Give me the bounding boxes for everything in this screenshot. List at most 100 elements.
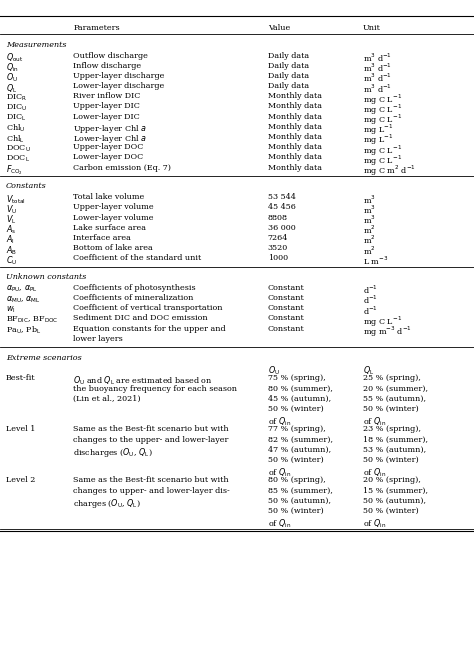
Text: 50 % (winter): 50 % (winter) — [363, 456, 419, 464]
Text: m$^3$ d$^{-1}$: m$^3$ d$^{-1}$ — [363, 72, 392, 84]
Text: DOC$_\mathrm{L}$: DOC$_\mathrm{L}$ — [6, 153, 30, 164]
Text: discharges ($O_\mathrm{U}$, $Q_\mathrm{L}$): discharges ($O_\mathrm{U}$, $Q_\mathrm{L… — [73, 446, 153, 459]
Text: Upper-layer volume: Upper-layer volume — [73, 203, 154, 211]
Text: Monthly data: Monthly data — [268, 153, 322, 161]
Text: Upper-layer DOC: Upper-layer DOC — [73, 143, 144, 151]
Text: 45 456: 45 456 — [268, 203, 296, 211]
Text: Monthly data: Monthly data — [268, 92, 322, 100]
Text: the buoyancy frequency for each season: the buoyancy frequency for each season — [73, 385, 237, 393]
Text: $\alpha_\mathrm{MU}$, $\alpha_\mathrm{ML}$: $\alpha_\mathrm{MU}$, $\alpha_\mathrm{ML… — [6, 294, 40, 305]
Text: of $Q_\mathrm{in}$: of $Q_\mathrm{in}$ — [268, 467, 291, 479]
Text: changes to upper- and lower-layer dis-: changes to upper- and lower-layer dis- — [73, 487, 230, 495]
Text: Lower-layer Chl $a$: Lower-layer Chl $a$ — [73, 133, 147, 145]
Text: Daily data: Daily data — [268, 82, 309, 90]
Text: Monthly data: Monthly data — [268, 143, 322, 151]
Text: Lake surface area: Lake surface area — [73, 224, 146, 232]
Text: Coefficients of photosynthesis: Coefficients of photosynthesis — [73, 284, 196, 291]
Text: 53 % (autumn),: 53 % (autumn), — [363, 446, 426, 454]
Text: Monthly data: Monthly data — [268, 103, 322, 111]
Text: Unknown constants: Unknown constants — [6, 273, 86, 281]
Text: Bottom of lake area: Bottom of lake area — [73, 244, 153, 252]
Text: 3520: 3520 — [268, 244, 288, 252]
Text: $O_\mathrm{U}$ and $Q_\mathrm{L}$ are estimated based on: $O_\mathrm{U}$ and $Q_\mathrm{L}$ are es… — [73, 374, 213, 387]
Text: mg C L$^{-1}$: mg C L$^{-1}$ — [363, 315, 401, 329]
Text: Upper-layer discharge: Upper-layer discharge — [73, 72, 165, 80]
Text: $A_\mathrm{I}$: $A_\mathrm{I}$ — [6, 234, 15, 247]
Text: of $Q_\mathrm{in}$: of $Q_\mathrm{in}$ — [268, 415, 291, 428]
Text: Monthly data: Monthly data — [268, 133, 322, 141]
Text: Monthly data: Monthly data — [268, 113, 322, 120]
Text: BF$_\mathrm{DIC}$, BF$_\mathrm{DOC}$: BF$_\mathrm{DIC}$, BF$_\mathrm{DOC}$ — [6, 315, 58, 325]
Text: $V_\mathrm{L}$: $V_\mathrm{L}$ — [6, 214, 16, 226]
Text: Coefficient of vertical transportation: Coefficient of vertical transportation — [73, 304, 223, 312]
Text: Value: Value — [268, 24, 290, 32]
Text: mg C L$^{-1}$: mg C L$^{-1}$ — [363, 153, 401, 168]
Text: Total lake volume: Total lake volume — [73, 193, 145, 201]
Text: Lower-layer volume: Lower-layer volume — [73, 214, 154, 222]
Text: Level 2: Level 2 — [6, 476, 35, 484]
Text: $Q_\mathrm{L}$: $Q_\mathrm{L}$ — [363, 365, 374, 377]
Text: $O_\mathrm{U}$: $O_\mathrm{U}$ — [6, 72, 18, 84]
Text: m$^2$: m$^2$ — [363, 224, 375, 236]
Text: mg C L$^{-1}$: mg C L$^{-1}$ — [363, 92, 401, 107]
Text: 50 % (autumn),: 50 % (autumn), — [363, 497, 426, 505]
Text: 50 % (winter): 50 % (winter) — [268, 405, 324, 413]
Text: Lower-layer DIC: Lower-layer DIC — [73, 113, 140, 120]
Text: 25 % (spring),: 25 % (spring), — [363, 374, 420, 382]
Text: d$^{-1}$: d$^{-1}$ — [363, 284, 378, 296]
Text: m$^3$: m$^3$ — [363, 203, 375, 216]
Text: m$^3$ d$^{-1}$: m$^3$ d$^{-1}$ — [363, 62, 392, 74]
Text: Constant: Constant — [268, 304, 305, 312]
Text: m$^3$: m$^3$ — [363, 193, 375, 205]
Text: lower layers: lower layers — [73, 335, 123, 343]
Text: 7264: 7264 — [268, 234, 288, 242]
Text: $Q_\mathrm{out}$: $Q_\mathrm{out}$ — [6, 51, 23, 64]
Text: Measurements: Measurements — [6, 41, 66, 49]
Text: 55 % (autumn),: 55 % (autumn), — [363, 395, 426, 403]
Text: 20 % (summer),: 20 % (summer), — [363, 385, 428, 393]
Text: mg C m$^2$ d$^{-1}$: mg C m$^2$ d$^{-1}$ — [363, 164, 416, 178]
Text: $Q_\mathrm{L}$: $Q_\mathrm{L}$ — [6, 82, 17, 95]
Text: 53 544: 53 544 — [268, 193, 296, 201]
Text: $V_\mathrm{total}$: $V_\mathrm{total}$ — [6, 193, 26, 206]
Text: 1000: 1000 — [268, 255, 288, 263]
Text: Carbon emission (Eq. 7): Carbon emission (Eq. 7) — [73, 164, 172, 172]
Text: Constants: Constants — [6, 182, 46, 190]
Text: Equation constants for the upper and: Equation constants for the upper and — [73, 324, 226, 332]
Text: 85 % (summer),: 85 % (summer), — [268, 487, 333, 495]
Text: $C_\mathrm{U}$: $C_\mathrm{U}$ — [6, 255, 17, 267]
Text: 82 % (summer),: 82 % (summer), — [268, 436, 333, 443]
Text: Chl$_\mathrm{U}$: Chl$_\mathrm{U}$ — [6, 123, 25, 134]
Text: 50 % (winter): 50 % (winter) — [268, 456, 324, 464]
Text: DIC$_\mathrm{U}$: DIC$_\mathrm{U}$ — [6, 103, 27, 113]
Text: 23 % (spring),: 23 % (spring), — [363, 426, 420, 434]
Text: (Lin et al., 2021): (Lin et al., 2021) — [73, 395, 141, 403]
Text: $A_\mathrm{s}$: $A_\mathrm{s}$ — [6, 224, 16, 236]
Text: 75 % (spring),: 75 % (spring), — [268, 374, 326, 382]
Text: $Q_\mathrm{in}$: $Q_\mathrm{in}$ — [6, 62, 18, 74]
Text: d$^{-1}$: d$^{-1}$ — [363, 304, 378, 316]
Text: Upper-layer Chl $a$: Upper-layer Chl $a$ — [73, 123, 147, 135]
Text: DIC$_\mathrm{L}$: DIC$_\mathrm{L}$ — [6, 113, 27, 123]
Text: $\alpha_\mathrm{PU}$, $\alpha_\mathrm{PL}$: $\alpha_\mathrm{PU}$, $\alpha_\mathrm{PL… — [6, 284, 37, 294]
Text: Level 1: Level 1 — [6, 426, 35, 434]
Text: mg L$^{-1}$: mg L$^{-1}$ — [363, 123, 393, 138]
Text: $V_\mathrm{U}$: $V_\mathrm{U}$ — [6, 203, 17, 216]
Text: DOC$_\mathrm{U}$: DOC$_\mathrm{U}$ — [6, 143, 30, 154]
Text: Pa$_\mathrm{U}$, Pb$_\mathrm{L}$: Pa$_\mathrm{U}$, Pb$_\mathrm{L}$ — [6, 324, 41, 336]
Text: Upper-layer DIC: Upper-layer DIC — [73, 103, 140, 111]
Text: Lower-layer discharge: Lower-layer discharge — [73, 82, 165, 90]
Text: d$^{-1}$: d$^{-1}$ — [363, 294, 378, 307]
Text: 47 % (autumn),: 47 % (autumn), — [268, 446, 331, 454]
Text: of $Q_\mathrm{in}$: of $Q_\mathrm{in}$ — [363, 467, 386, 479]
Text: Extreme scenarios: Extreme scenarios — [6, 353, 82, 361]
Text: of $Q_\mathrm{in}$: of $Q_\mathrm{in}$ — [268, 517, 291, 530]
Text: Inflow discharge: Inflow discharge — [73, 62, 142, 70]
Text: 50 % (winter): 50 % (winter) — [363, 507, 419, 515]
Text: 50 % (autumn),: 50 % (autumn), — [268, 497, 331, 505]
Text: of $Q_\mathrm{in}$: of $Q_\mathrm{in}$ — [363, 517, 386, 530]
Text: mg C L$^{-1}$: mg C L$^{-1}$ — [363, 143, 401, 158]
Text: 36 000: 36 000 — [268, 224, 296, 232]
Text: changes to the upper- and lower-layer: changes to the upper- and lower-layer — [73, 436, 229, 443]
Text: Monthly data: Monthly data — [268, 123, 322, 131]
